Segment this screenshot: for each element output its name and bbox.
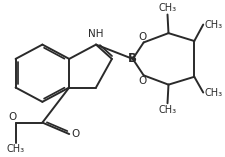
Text: CH₃: CH₃ — [203, 88, 221, 97]
Text: O: O — [8, 112, 16, 122]
Text: CH₃: CH₃ — [158, 3, 176, 13]
Text: O: O — [138, 76, 146, 86]
Text: CH₃: CH₃ — [203, 20, 221, 30]
Text: O: O — [138, 32, 146, 42]
Text: O: O — [71, 129, 79, 139]
Text: CH₃: CH₃ — [158, 105, 176, 115]
Text: B: B — [128, 52, 137, 65]
Text: CH₃: CH₃ — [7, 144, 25, 154]
Text: NH: NH — [88, 29, 103, 39]
